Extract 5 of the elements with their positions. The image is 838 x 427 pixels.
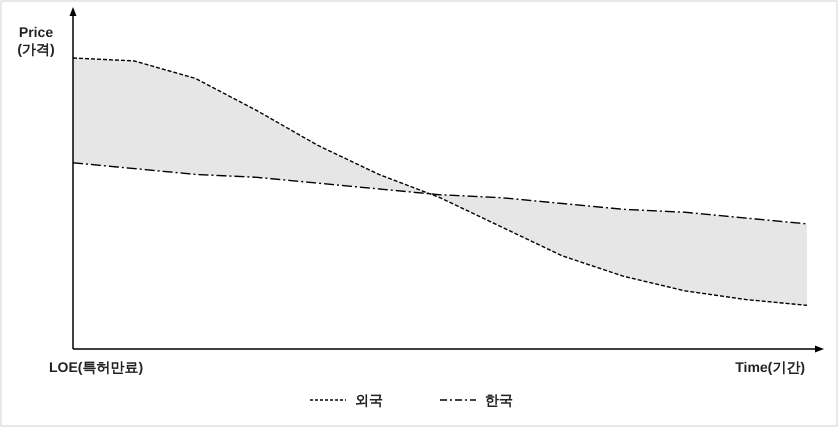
x-axis-title: Time(기간) <box>735 359 805 375</box>
legend-label: 한국 <box>485 392 513 408</box>
y-axis-title: Price (가격) <box>17 24 55 57</box>
legend-label: 외국 <box>355 392 383 408</box>
text: LOE(특허만료) <box>49 359 144 375</box>
